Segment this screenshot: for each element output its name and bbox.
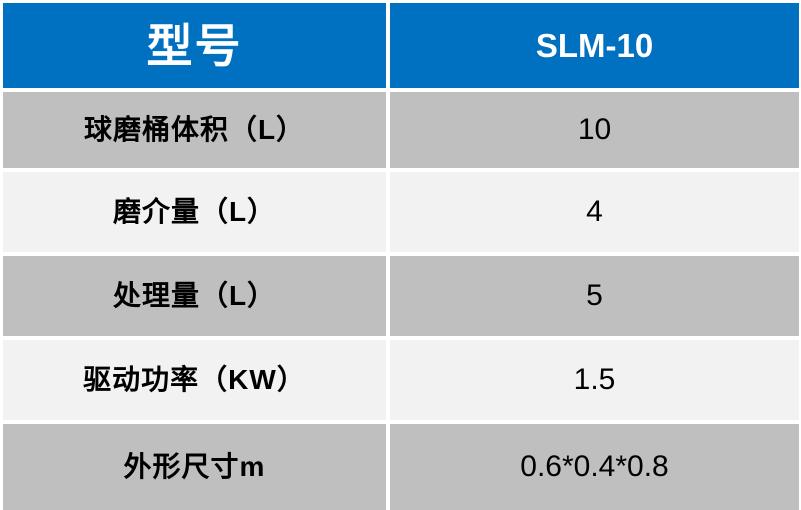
spec-label-cell: 磨介量（L） — [3, 172, 386, 252]
spec-value-cell: 1.5 — [390, 340, 799, 420]
table-header-model-value: SLM-10 — [390, 3, 799, 88]
spec-label-cell: 处理量（L） — [3, 256, 386, 336]
spec-label-cell: 外形尺寸m — [3, 424, 386, 510]
spec-label-cell: 球磨桶体积（L） — [3, 92, 386, 168]
spec-value-cell: 5 — [390, 256, 799, 336]
spec-label-cell: 驱动功率（KW） — [3, 340, 386, 420]
spec-value-cell: 4 — [390, 172, 799, 252]
spec-value-cell: 0.6*0.4*0.8 — [390, 424, 799, 510]
table-header-model-label: 型号 — [3, 3, 386, 88]
spec-table: 型号 SLM-10 球磨桶体积（L） 10 磨介量（L） 4 处理量（L） 5 … — [3, 3, 799, 510]
spec-value-cell: 10 — [390, 92, 799, 168]
